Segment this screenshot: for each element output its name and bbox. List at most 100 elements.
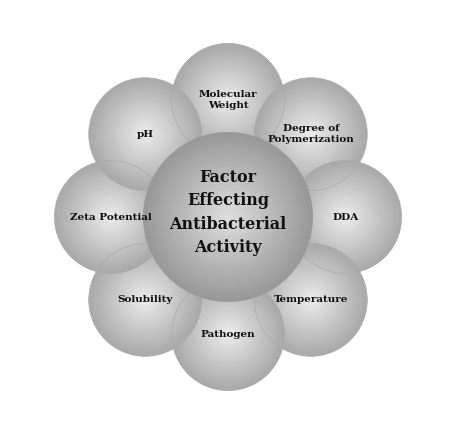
Circle shape — [313, 185, 376, 249]
Text: Pathogen: Pathogen — [200, 330, 255, 339]
Circle shape — [88, 194, 133, 240]
Circle shape — [303, 293, 318, 307]
Circle shape — [202, 192, 253, 242]
Circle shape — [184, 56, 271, 143]
Circle shape — [130, 119, 160, 149]
Circle shape — [184, 291, 271, 378]
Circle shape — [282, 106, 339, 162]
Text: Degree of
Polymerization: Degree of Polymerization — [267, 124, 354, 144]
Circle shape — [211, 83, 244, 117]
Circle shape — [259, 83, 361, 185]
Circle shape — [89, 78, 201, 191]
Circle shape — [294, 166, 395, 268]
Circle shape — [158, 148, 297, 286]
Circle shape — [178, 168, 277, 266]
Circle shape — [175, 164, 280, 270]
Circle shape — [269, 259, 351, 341]
Circle shape — [291, 281, 329, 319]
Circle shape — [137, 293, 152, 307]
Circle shape — [333, 206, 356, 228]
Circle shape — [190, 296, 265, 372]
Circle shape — [226, 332, 229, 336]
Circle shape — [212, 202, 243, 232]
Circle shape — [163, 153, 292, 281]
Circle shape — [94, 249, 196, 351]
Circle shape — [79, 185, 142, 249]
Circle shape — [305, 178, 384, 256]
Circle shape — [143, 132, 147, 136]
Circle shape — [263, 87, 357, 181]
Circle shape — [205, 77, 250, 122]
Circle shape — [170, 159, 285, 275]
Circle shape — [304, 294, 316, 306]
Circle shape — [131, 287, 158, 313]
Circle shape — [343, 215, 346, 219]
Circle shape — [104, 259, 186, 341]
Circle shape — [98, 87, 192, 181]
Circle shape — [226, 215, 229, 219]
Circle shape — [101, 207, 120, 227]
Circle shape — [153, 142, 302, 292]
Circle shape — [60, 166, 161, 268]
Circle shape — [206, 195, 249, 239]
Circle shape — [186, 293, 269, 375]
Circle shape — [303, 127, 318, 141]
Circle shape — [182, 289, 273, 379]
Circle shape — [192, 64, 263, 135]
Circle shape — [329, 202, 359, 232]
Circle shape — [152, 141, 303, 293]
Circle shape — [180, 170, 275, 264]
Circle shape — [254, 243, 366, 356]
Circle shape — [261, 251, 359, 349]
Circle shape — [299, 123, 321, 145]
Circle shape — [175, 282, 280, 387]
Circle shape — [293, 117, 327, 151]
Circle shape — [100, 89, 190, 179]
Circle shape — [197, 70, 258, 130]
Circle shape — [254, 78, 366, 191]
Circle shape — [194, 300, 261, 368]
Circle shape — [288, 277, 333, 322]
Circle shape — [82, 189, 139, 245]
Circle shape — [84, 191, 137, 243]
Circle shape — [284, 108, 336, 161]
Circle shape — [92, 247, 197, 352]
Circle shape — [212, 319, 243, 349]
Circle shape — [124, 113, 166, 155]
Circle shape — [209, 316, 246, 353]
Circle shape — [271, 95, 349, 174]
Circle shape — [181, 53, 274, 147]
Circle shape — [157, 146, 298, 288]
Text: Temperature: Temperature — [273, 296, 347, 304]
Circle shape — [173, 279, 282, 389]
Circle shape — [187, 176, 268, 258]
Circle shape — [111, 100, 179, 168]
Circle shape — [284, 273, 336, 326]
Circle shape — [101, 91, 188, 178]
Circle shape — [111, 266, 179, 334]
Circle shape — [130, 285, 160, 315]
Circle shape — [220, 92, 235, 107]
Circle shape — [207, 79, 248, 121]
Circle shape — [81, 187, 141, 247]
Circle shape — [136, 290, 154, 309]
Circle shape — [265, 255, 355, 345]
Circle shape — [263, 253, 357, 347]
Circle shape — [148, 138, 307, 296]
Circle shape — [221, 210, 234, 224]
Circle shape — [273, 96, 348, 172]
Circle shape — [139, 294, 151, 306]
Circle shape — [145, 134, 310, 300]
Circle shape — [134, 289, 156, 311]
Circle shape — [94, 200, 127, 234]
Circle shape — [203, 310, 252, 358]
Circle shape — [301, 174, 388, 260]
Circle shape — [306, 296, 314, 304]
Circle shape — [66, 172, 156, 262]
Circle shape — [211, 317, 244, 351]
Circle shape — [107, 262, 182, 338]
Circle shape — [289, 113, 331, 155]
Circle shape — [224, 330, 231, 338]
Circle shape — [314, 187, 374, 247]
Circle shape — [141, 296, 149, 304]
